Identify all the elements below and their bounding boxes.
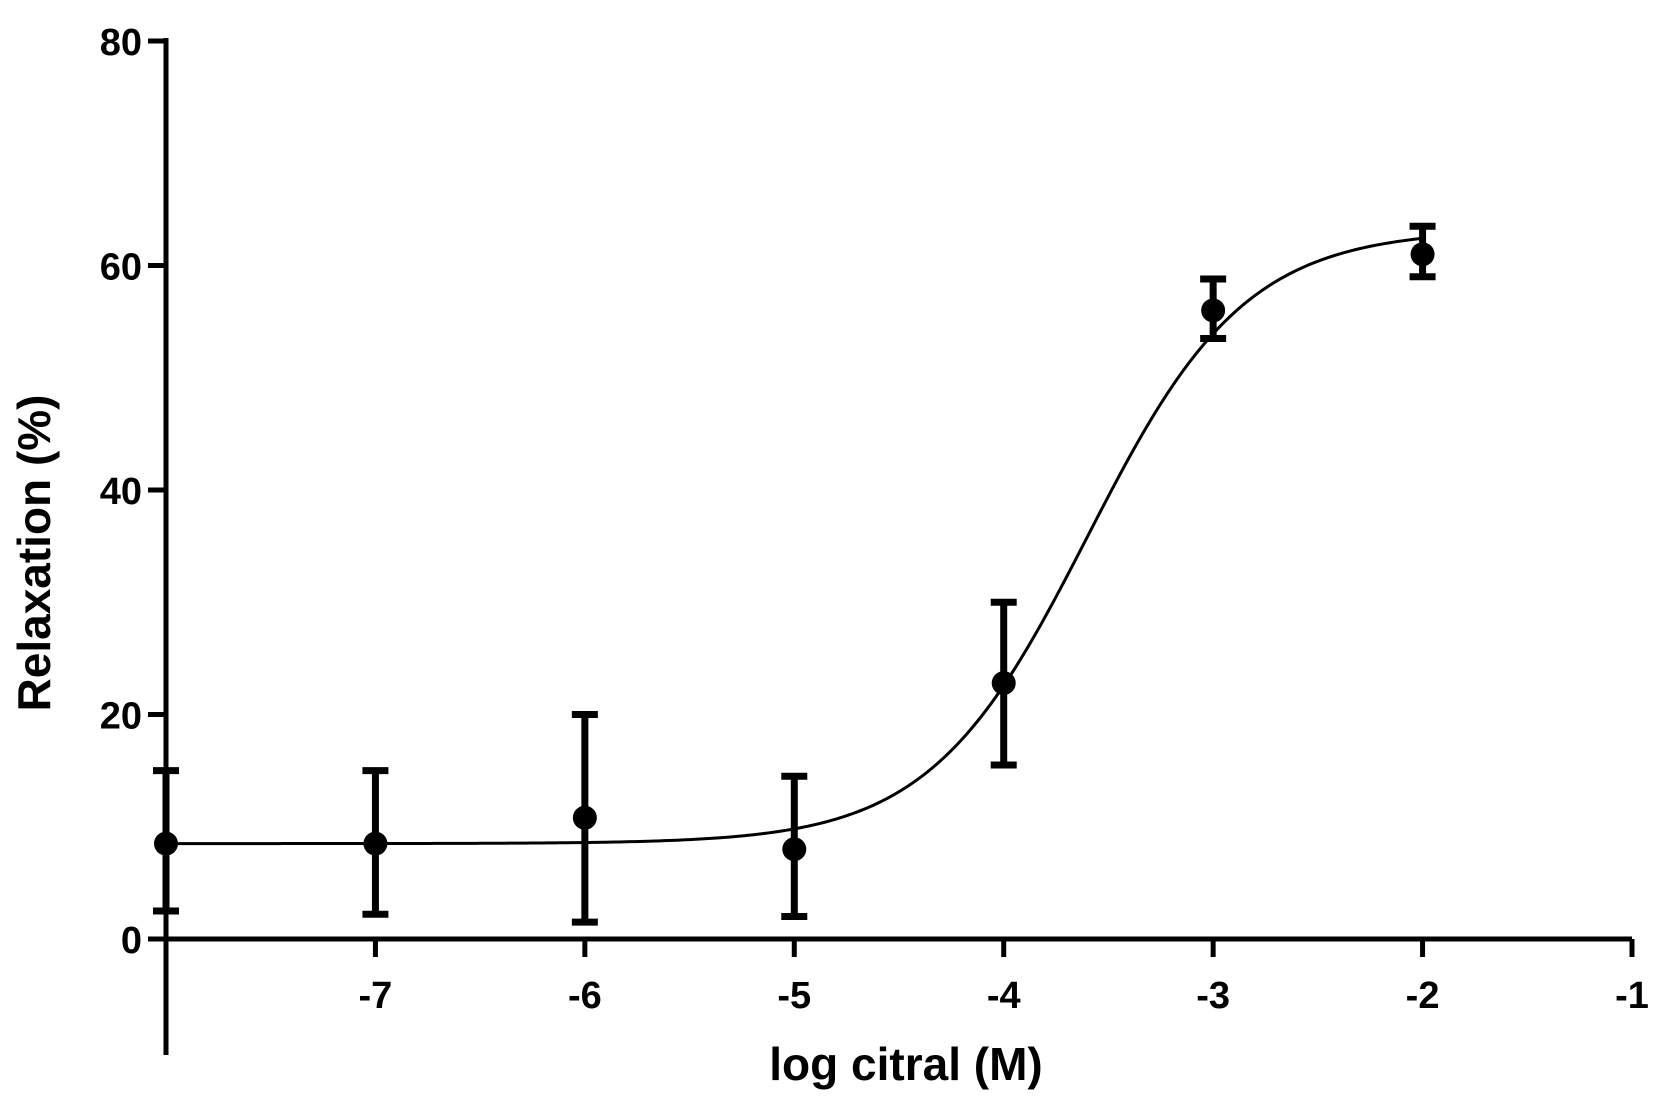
y-axis-title: Relaxation (%): [8, 395, 60, 712]
x-tick-label: -2: [1406, 975, 1440, 1017]
y-tick-label: 20: [100, 696, 142, 738]
x-tick-label: -6: [568, 975, 602, 1017]
x-tick-label: -1: [1615, 975, 1649, 1017]
y-tick-label: 80: [100, 22, 142, 64]
data-point: [572, 805, 597, 830]
x-tick-label: -3: [1196, 975, 1230, 1017]
axes: [163, 38, 1632, 1055]
y-ticks: 0 20 40 60 80: [100, 22, 166, 962]
data-point: [991, 671, 1016, 696]
error-bars: [153, 222, 1436, 926]
data-point: [782, 837, 807, 862]
y-tick-label: 40: [100, 471, 142, 513]
x-tick-label: -5: [777, 975, 811, 1017]
x-axis-title: log citral (M): [769, 1038, 1042, 1090]
y-tick-label: 0: [121, 920, 142, 962]
x-tick-label: -4: [987, 975, 1021, 1017]
data-point: [1410, 242, 1435, 267]
x-ticks: -7 -6 -5 -4 -3 -2 -1: [359, 939, 1649, 1017]
data-points: [154, 242, 1435, 862]
data-point: [363, 831, 388, 856]
fit-curve: [166, 236, 1423, 846]
y-tick-label: 60: [100, 247, 142, 289]
data-point: [154, 831, 178, 856]
x-tick-label: -7: [359, 975, 393, 1017]
data-point: [1201, 298, 1226, 323]
